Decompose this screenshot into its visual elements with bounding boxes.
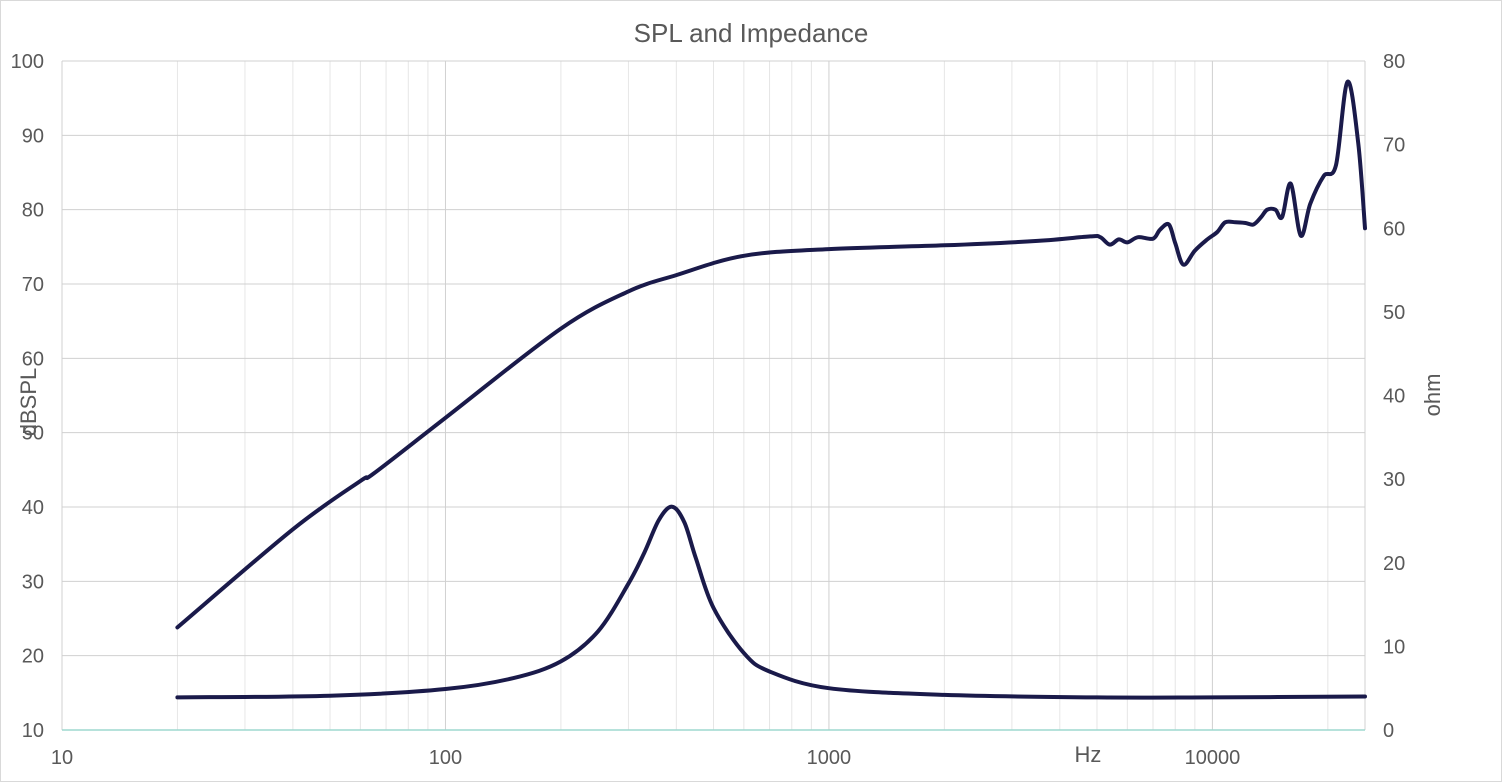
y2-tick-label: 0 [1383,720,1394,742]
y2-tick-label: 30 [1383,469,1405,491]
y-tick-label: 40 [22,497,44,519]
y2-axis-label: ohm [1420,374,1445,417]
x-tick-label: 10000 [1185,747,1241,769]
x-axis-label: Hz [1075,742,1102,767]
y-tick-label: 60 [22,348,44,370]
chart-grid [61,60,1366,731]
x-tick-label: 1000 [807,747,852,769]
y-tick-label: 90 [22,125,44,147]
y2-tick-label: 70 [1383,135,1405,157]
y-tick-label: 10 [22,720,44,742]
spl-series-line [175,79,1367,630]
x-tick-label: 10 [51,747,73,769]
y-tick-label: 100 [11,51,44,73]
y2-tick-label: 40 [1383,386,1405,408]
y2-tick-label: 20 [1383,553,1405,575]
y2-tick-label: 80 [1383,51,1405,73]
y-tick-label: 50 [22,423,44,445]
chart-title: SPL and Impedance [634,18,869,48]
y-axis-label: dBSPL [16,368,41,437]
y-tick-label: 80 [22,200,44,222]
y-tick-label: 30 [22,571,44,593]
plot-series [175,79,1367,700]
y2-tick-label: 10 [1383,636,1405,658]
y2-tick-label: 60 [1383,218,1405,240]
x-tick-label: 100 [429,747,462,769]
y-tick-label: 70 [22,274,44,296]
y2-tick-label: 50 [1383,302,1405,324]
y-tick-label: 20 [22,646,44,668]
chart-axes: 10 100 1000 1000010203040506070809010001020… [11,51,1406,769]
impedance-series-line [175,504,1367,700]
